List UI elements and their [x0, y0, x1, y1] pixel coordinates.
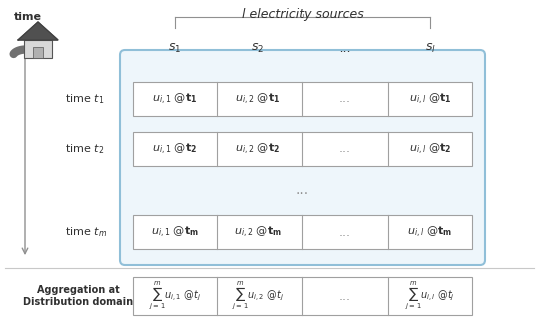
Text: time $t_2$: time $t_2$: [65, 142, 104, 156]
Text: $\sum_{j=1}^{m} u_{i,l}$ @$\mathit{t}_j$: $\sum_{j=1}^{m} u_{i,l}$ @$\mathit{t}_j$: [405, 280, 455, 312]
Text: ...: ...: [339, 225, 351, 239]
Bar: [133, 132, 472, 166]
Text: $u_{i,2}$ @$\mathbf{t_1}$: $u_{i,2}$ @$\mathbf{t_1}$: [236, 91, 281, 107]
Text: $u_{i,1}$ @$\mathbf{t_2}$: $u_{i,1}$ @$\mathbf{t_2}$: [153, 141, 198, 157]
Text: l electricity sources: l electricity sources: [241, 8, 363, 21]
Text: ...: ...: [339, 142, 351, 156]
Text: ...: ...: [339, 290, 351, 302]
Text: $u_{i,l}$ @$\mathbf{t_m}$: $u_{i,l}$ @$\mathbf{t_m}$: [407, 224, 453, 240]
Text: Aggregation at
Distribution domain: Aggregation at Distribution domain: [23, 285, 133, 307]
Text: $u_{i,1}$ @$\mathbf{t_m}$: $u_{i,1}$ @$\mathbf{t_m}$: [151, 224, 199, 240]
Bar: [133, 215, 472, 249]
Text: $\sum_{j=1}^{m} u_{i,1}$ @$\mathit{t}_j$: $\sum_{j=1}^{m} u_{i,1}$ @$\mathit{t}_j$: [149, 280, 201, 312]
Bar: [33, 47, 43, 58]
FancyBboxPatch shape: [120, 50, 485, 265]
Text: time $t_1$: time $t_1$: [65, 92, 104, 106]
Text: $u_{i,1}$ @$\mathbf{t_1}$: $u_{i,1}$ @$\mathbf{t_1}$: [153, 91, 198, 107]
Bar: [133, 82, 472, 116]
Text: ...: ...: [339, 92, 351, 106]
Text: time: time: [14, 12, 42, 22]
Bar: [133, 277, 472, 315]
Text: $s_1$: $s_1$: [168, 42, 182, 55]
Bar: [24, 40, 52, 58]
Text: $\sum_{j=1}^{m} u_{i,2}$ @$\mathit{t}_j$: $\sum_{j=1}^{m} u_{i,2}$ @$\mathit{t}_j$: [232, 280, 284, 312]
Text: $u_{i,l}$ @$\mathbf{t_1}$: $u_{i,l}$ @$\mathbf{t_1}$: [409, 91, 451, 107]
Text: $u_{i,l}$ @$\mathbf{t_2}$: $u_{i,l}$ @$\mathbf{t_2}$: [409, 141, 451, 157]
Polygon shape: [18, 22, 58, 40]
Text: $u_{i,2}$ @$\mathbf{t_m}$: $u_{i,2}$ @$\mathbf{t_m}$: [234, 224, 282, 240]
Text: $u_{i,2}$ @$\mathbf{t_2}$: $u_{i,2}$ @$\mathbf{t_2}$: [236, 141, 281, 157]
Text: $s_2$: $s_2$: [251, 42, 265, 55]
Text: ...: ...: [339, 42, 351, 55]
Text: ...: ...: [296, 183, 309, 197]
Text: $s_l$: $s_l$: [425, 42, 436, 55]
Text: time $t_m$: time $t_m$: [65, 225, 107, 239]
